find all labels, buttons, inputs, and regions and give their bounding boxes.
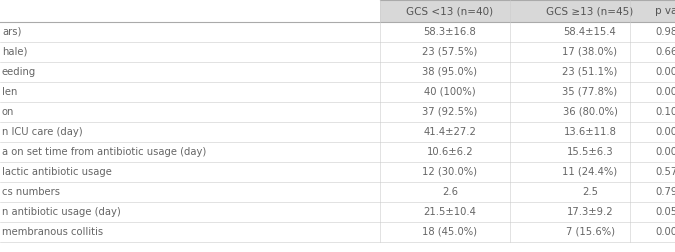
Text: lactic antibiotic usage: lactic antibiotic usage bbox=[2, 167, 112, 177]
Text: 10.6±6.2: 10.6±6.2 bbox=[427, 147, 473, 157]
Text: p valu: p valu bbox=[655, 6, 675, 16]
Text: 35 (77.8%): 35 (77.8%) bbox=[562, 87, 618, 97]
Text: len: len bbox=[2, 87, 18, 97]
Text: 2.6: 2.6 bbox=[442, 187, 458, 197]
Text: cs numbers: cs numbers bbox=[2, 187, 60, 197]
Text: 7 (15.6%): 7 (15.6%) bbox=[566, 227, 614, 237]
Text: 15.5±6.3: 15.5±6.3 bbox=[567, 147, 614, 157]
Text: 58.4±15.4: 58.4±15.4 bbox=[564, 27, 616, 37]
Text: 23 (51.1%): 23 (51.1%) bbox=[562, 67, 618, 77]
Text: 38 (95.0%): 38 (95.0%) bbox=[423, 67, 477, 77]
Text: 37 (92.5%): 37 (92.5%) bbox=[423, 107, 478, 117]
Text: GCS ≥13 (n=45): GCS ≥13 (n=45) bbox=[546, 6, 634, 16]
Text: 36 (80.0%): 36 (80.0%) bbox=[562, 107, 618, 117]
Text: 0.662: 0.662 bbox=[655, 47, 675, 57]
Text: 0.570: 0.570 bbox=[655, 167, 675, 177]
Text: membranous collitis: membranous collitis bbox=[2, 227, 103, 237]
Bar bbox=[380, 0, 675, 22]
Text: 21.5±10.4: 21.5±10.4 bbox=[424, 207, 477, 217]
Text: GCS <13 (n=40): GCS <13 (n=40) bbox=[406, 6, 493, 16]
Text: 18 (45.0%): 18 (45.0%) bbox=[423, 227, 477, 237]
Text: hale): hale) bbox=[2, 47, 28, 57]
Text: a on set time from antibiotic usage (day): a on set time from antibiotic usage (day… bbox=[2, 147, 207, 157]
Text: 0.007: 0.007 bbox=[655, 87, 675, 97]
Text: 0.792: 0.792 bbox=[655, 187, 675, 197]
Text: n ICU care (day): n ICU care (day) bbox=[2, 127, 82, 137]
Text: eeding: eeding bbox=[2, 67, 36, 77]
Text: on: on bbox=[2, 107, 14, 117]
Text: 0.107: 0.107 bbox=[655, 107, 675, 117]
Text: 17.3±9.2: 17.3±9.2 bbox=[567, 207, 614, 217]
Text: 17 (38.0%): 17 (38.0%) bbox=[562, 47, 618, 57]
Text: 58.3±16.8: 58.3±16.8 bbox=[424, 27, 477, 37]
Text: 23 (57.5%): 23 (57.5%) bbox=[423, 47, 478, 57]
Text: 41.4±27.2: 41.4±27.2 bbox=[424, 127, 477, 137]
Text: 0.054: 0.054 bbox=[655, 207, 675, 217]
Text: n antibiotic usage (day): n antibiotic usage (day) bbox=[2, 207, 121, 217]
Text: 0.007: 0.007 bbox=[655, 147, 675, 157]
Text: 40 (100%): 40 (100%) bbox=[424, 87, 476, 97]
Text: 0.000: 0.000 bbox=[655, 127, 675, 137]
Text: 0.000: 0.000 bbox=[655, 67, 675, 77]
Text: 0.982: 0.982 bbox=[655, 27, 675, 37]
Text: 0.003: 0.003 bbox=[655, 227, 675, 237]
Text: 2.5: 2.5 bbox=[582, 187, 598, 197]
Text: ars): ars) bbox=[2, 27, 22, 37]
Text: 12 (30.0%): 12 (30.0%) bbox=[423, 167, 477, 177]
Text: 13.6±11.8: 13.6±11.8 bbox=[564, 127, 616, 137]
Text: 11 (24.4%): 11 (24.4%) bbox=[562, 167, 618, 177]
